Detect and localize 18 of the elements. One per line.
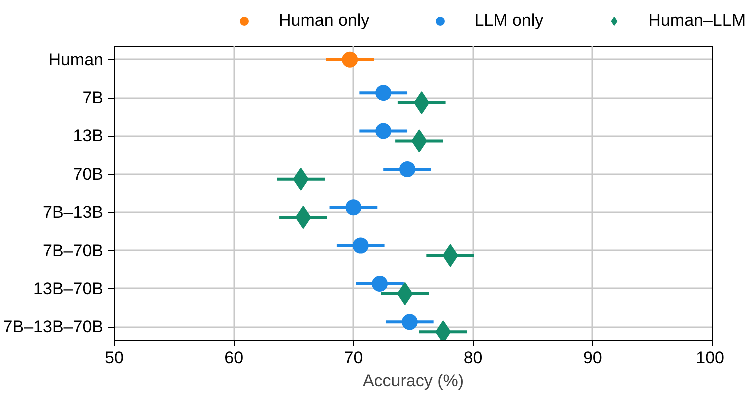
x-tick-label: 60 bbox=[224, 348, 244, 368]
y-tick-label: 7B bbox=[82, 88, 104, 108]
y-tick-label: 70B bbox=[73, 164, 104, 184]
x-tick-label: 70 bbox=[344, 348, 364, 368]
legend-label: Human–LLM bbox=[648, 11, 746, 31]
y-tick-label: Human bbox=[48, 50, 104, 70]
x-tick-label: 90 bbox=[583, 348, 602, 368]
legend-label: Human only bbox=[278, 11, 370, 31]
y-tick-label: 7B–13B bbox=[43, 203, 104, 222]
y-tick-label: 7B–13B–70B bbox=[3, 318, 104, 337]
legend-label: LLM only bbox=[474, 11, 544, 31]
y-tick-label: 7B–70B bbox=[43, 241, 104, 260]
x-tick-label: 80 bbox=[464, 348, 483, 368]
y-tick-label: 13B bbox=[73, 126, 104, 146]
y-tick-label: 13B–70B bbox=[34, 279, 104, 298]
x-tick-label: 100 bbox=[696, 348, 725, 368]
x-axis-title: Accuracy (%) bbox=[362, 372, 464, 390]
x-tick-label: 50 bbox=[105, 348, 124, 368]
